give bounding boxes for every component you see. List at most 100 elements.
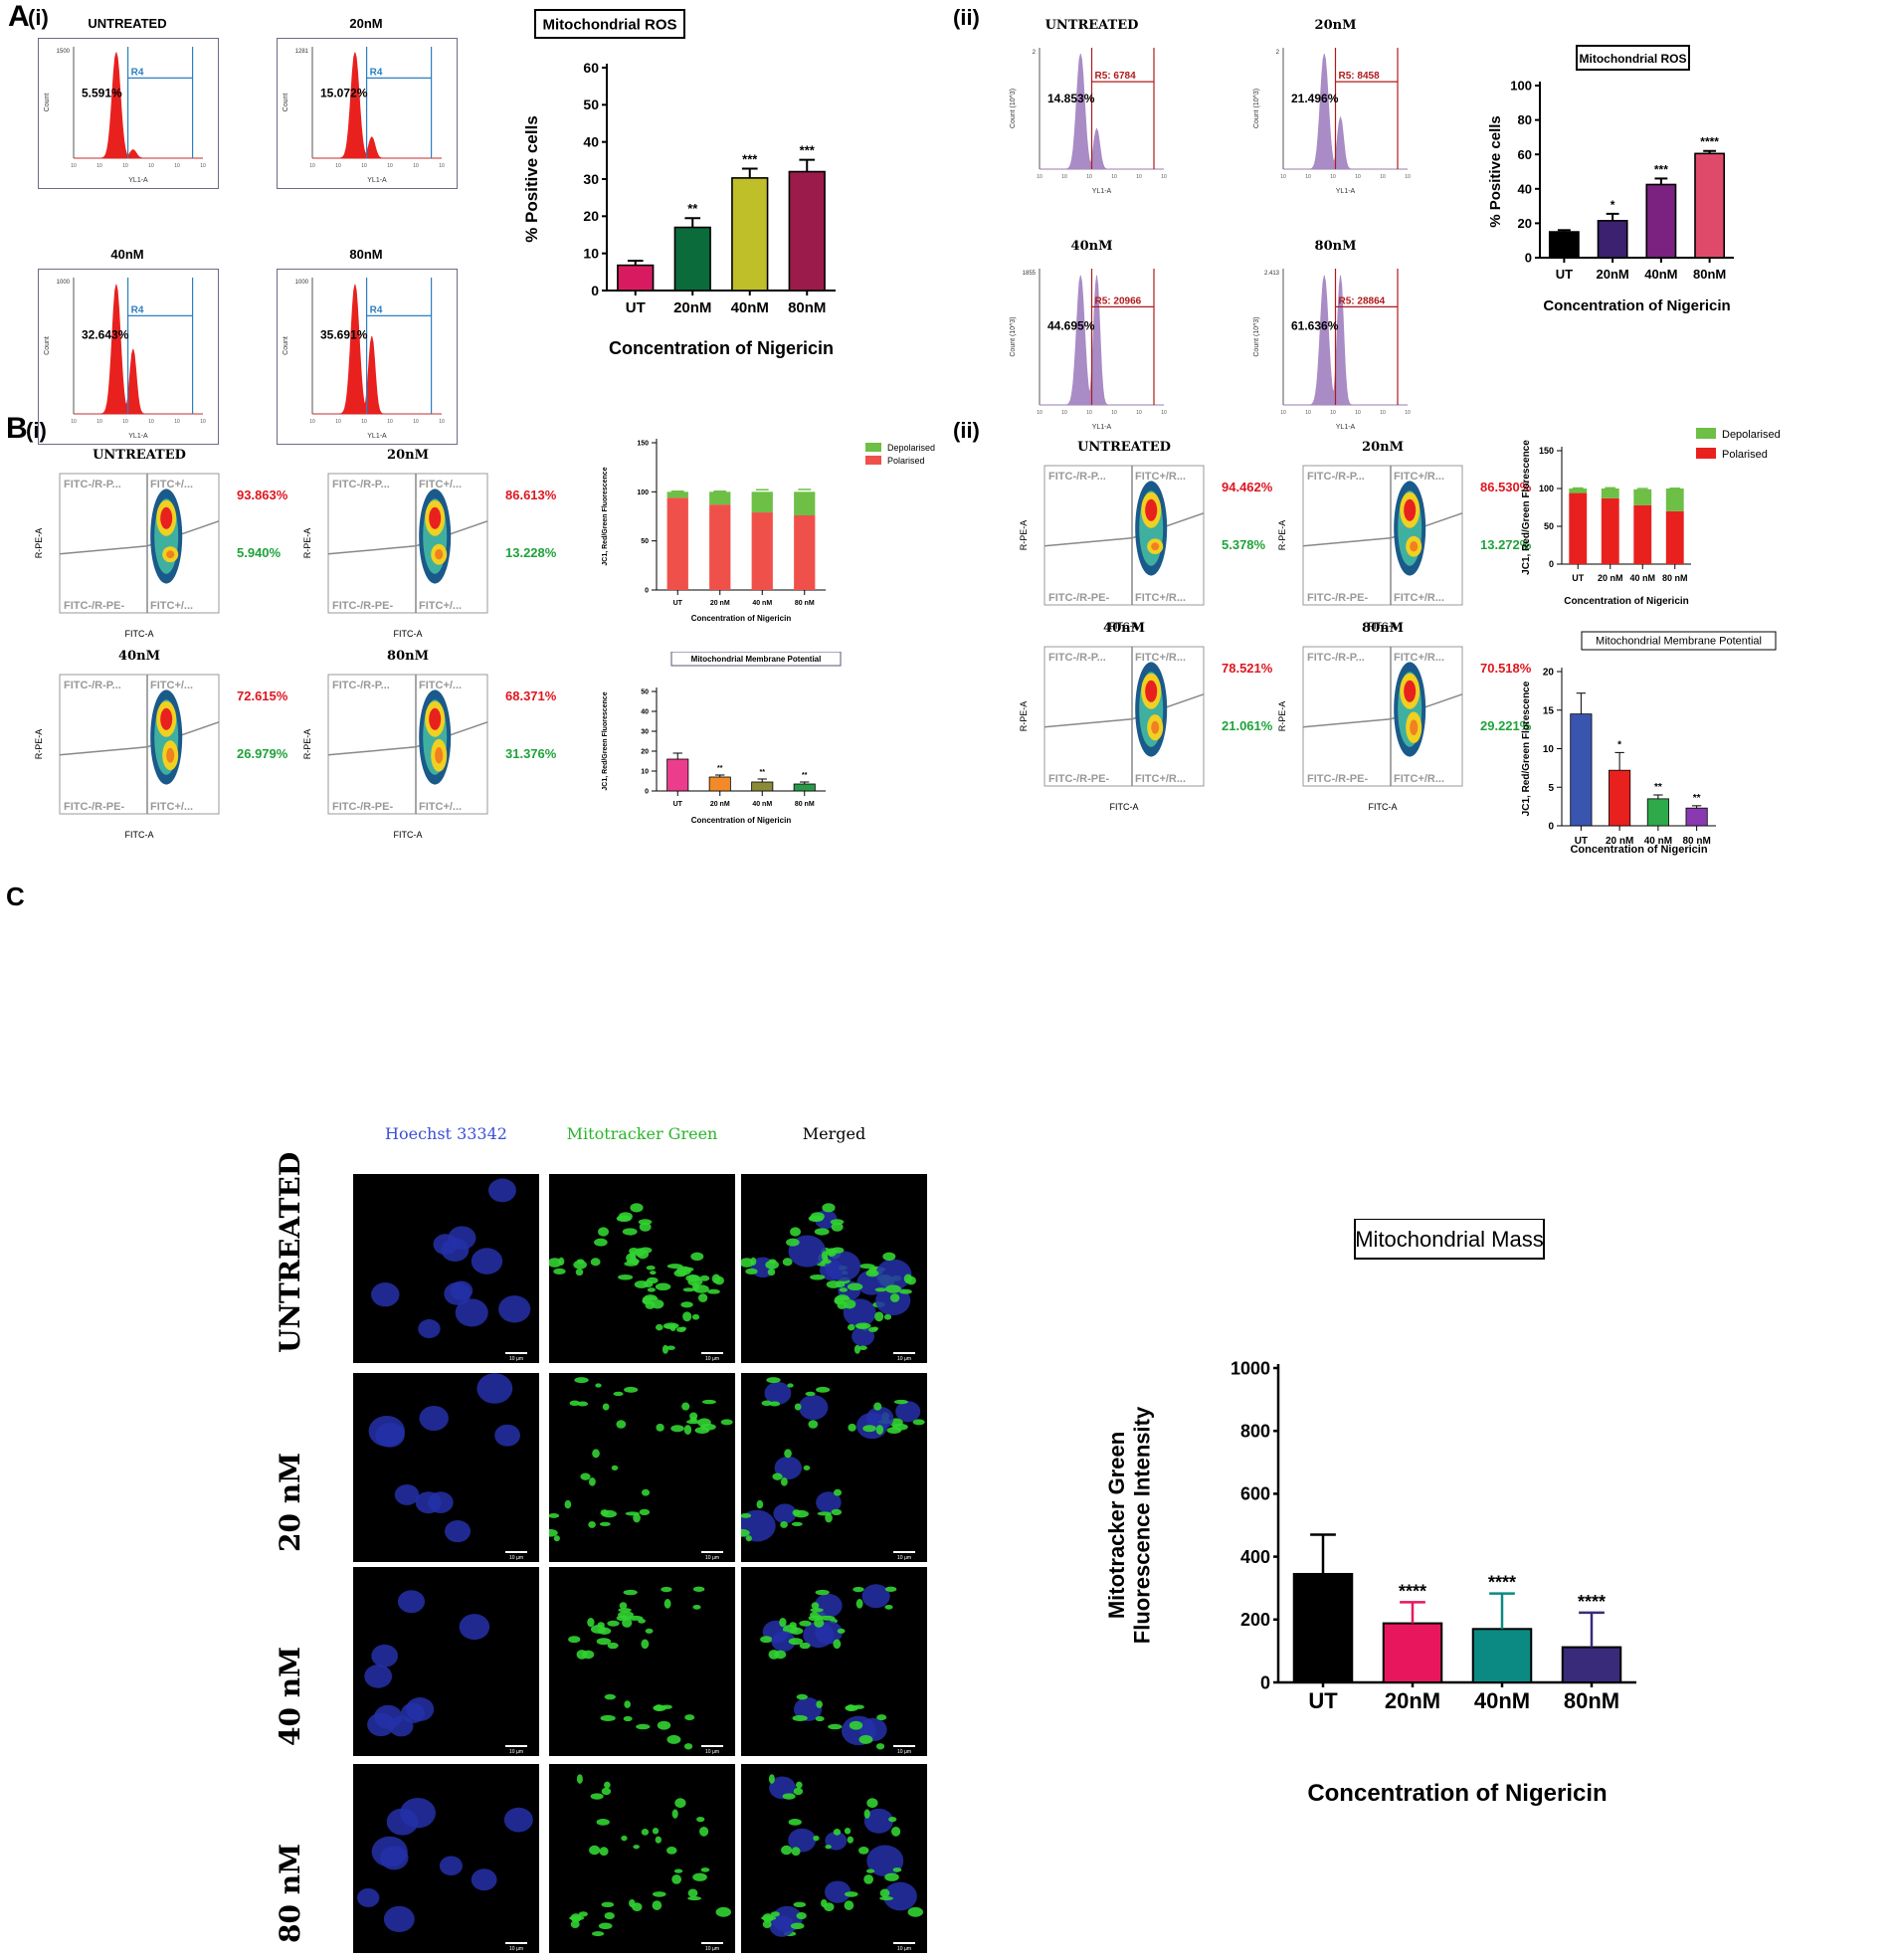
mitochondria <box>681 1402 690 1411</box>
x-tick-label: 10 <box>1161 174 1167 180</box>
mitochondria <box>766 1377 781 1384</box>
quadrant-line <box>1302 537 1392 547</box>
mitochondria <box>645 1628 654 1634</box>
depolarised-percentage: 5.378% <box>1222 537 1266 552</box>
scatter-density <box>429 506 442 529</box>
y-tick-label: 150 <box>637 440 649 447</box>
mitochondria <box>666 1847 677 1855</box>
x-tick-label: UT <box>626 299 646 316</box>
mitochondria <box>799 1642 811 1650</box>
mitochondria <box>687 1274 699 1281</box>
y-tick-label: 100 <box>1539 484 1554 493</box>
quadrant-label: FITC+/... <box>150 600 193 612</box>
nucleus <box>895 1401 921 1423</box>
y-tick-label: 1000 <box>57 280 71 286</box>
y-tick-label: 50 <box>1544 521 1554 531</box>
mitochondria <box>692 1604 701 1610</box>
scatter-cloud <box>1394 662 1426 757</box>
quadrant-label: FITC-/R-PE- <box>1048 773 1109 785</box>
mitochondria <box>590 1258 601 1267</box>
histogram-panel: 2 Count (10^3) YL1-A 10 10 10 10 10 10 R5: 678414… <box>1010 48 1167 195</box>
mitochondria <box>569 1400 580 1406</box>
x-tick-label: 10 <box>1136 174 1142 180</box>
mitochondria <box>816 1700 823 1708</box>
mitochondria <box>789 1622 797 1629</box>
mitochondria <box>791 1847 801 1857</box>
quadrant-label: FITC+/R... <box>1135 652 1186 664</box>
y-tick-label: 0 <box>1525 251 1532 266</box>
dotplot-title: UNTREATED <box>1077 440 1171 455</box>
chart-a-i-mitochondrial-ros: Mitochondrial ROS 0 10 20 30 40 50 60 UT ** 20nM **… <box>522 9 836 358</box>
y-tick-label: 1500 <box>57 49 71 55</box>
nucleus <box>418 1319 441 1339</box>
scale-bar-label: 10 µm <box>897 1946 911 1952</box>
significance-label: **** <box>1488 1573 1516 1593</box>
mitochondria <box>588 1520 596 1528</box>
mitochondria <box>577 1401 589 1407</box>
mitochondria <box>855 1599 863 1609</box>
mitochondria <box>670 1425 684 1433</box>
histogram-curve <box>312 284 442 415</box>
y-tick-label: 1281 <box>295 49 309 55</box>
y-tick-label: 0 <box>1260 1672 1270 1692</box>
chart-b-i-stacked: 0 50 100 150 UT 20 nM 40 nM 80 nM JC1, Red/Green… <box>602 439 935 623</box>
mitochondria <box>889 1293 900 1302</box>
mitochondria <box>741 1512 752 1518</box>
mitochondria <box>834 1488 843 1496</box>
scale-bar-label: 10 µm <box>705 1946 719 1952</box>
dotplot-panel: FITC-/R-P... FITC+/R... FITC-/R-PE- FITC+/R… <box>1019 646 1273 812</box>
mitochondria <box>715 1906 732 1917</box>
mitochondria <box>788 1819 802 1826</box>
microscopy-image: 10 µm <box>549 1764 735 1953</box>
x-tick-label: 10 <box>1330 174 1336 180</box>
chart-c-mitochondrial-mass: Mitochondrial Mass 0 200 400 600 800 1000 UT ***… <box>1104 1219 1636 1807</box>
quadrant-label: FITC+/R... <box>1135 592 1186 604</box>
quadrant-label: FITC-/R-P... <box>64 680 121 691</box>
mitochondria <box>780 1520 788 1528</box>
mitochondria <box>816 1386 831 1393</box>
bar <box>617 264 655 292</box>
x-axis-label: Concentration of Nigericin <box>1564 596 1689 607</box>
x-tick-label: 10 <box>200 163 206 169</box>
x-tick-label: UT <box>1308 1688 1338 1713</box>
significance-label: * <box>1611 198 1615 212</box>
bar <box>1597 220 1628 259</box>
mitochondria <box>696 1816 705 1823</box>
mitochondria <box>604 1693 616 1700</box>
bar <box>793 783 816 792</box>
x-axis-label: FITC-A <box>125 830 154 840</box>
scatter-cloud <box>1135 662 1168 757</box>
dotplot-panel: FITC-/R-P... FITC+/... FITC-/R-PE- FITC+/..… <box>34 674 288 840</box>
bar <box>751 781 774 792</box>
y-axis-label: Count <box>283 336 289 355</box>
x-tick-label: 10 <box>1161 410 1167 416</box>
mitochondria <box>691 1313 700 1320</box>
scatter-density <box>1410 719 1419 736</box>
gate-label: R5: 8458 <box>1339 71 1381 82</box>
microscopy-row-label: 20 nM <box>274 1452 306 1552</box>
x-tick-label: 20 nM <box>710 801 730 808</box>
y-tick-label: 10 <box>641 768 649 775</box>
scale-bar-label: 10 µm <box>705 1555 719 1561</box>
x-tick-label: 40nM <box>1474 1688 1530 1713</box>
quadrant-label: FITC+/R... <box>1394 471 1444 483</box>
mitochondria <box>907 1906 924 1917</box>
percentage-label: 61.636% <box>1291 319 1339 333</box>
mitochondria <box>853 1344 860 1354</box>
y-axis-label: Count (10^3) <box>1010 316 1017 356</box>
quadrant-line <box>1302 718 1392 728</box>
mitochondria <box>549 1512 560 1518</box>
histogram-title: 40nM <box>110 247 144 262</box>
x-tick-label: 10 <box>439 163 445 169</box>
quadrant-label: FITC+/... <box>419 801 462 813</box>
microscopy-image: 10 µm <box>549 1174 735 1363</box>
scale-bar-label: 10 µm <box>897 1555 911 1561</box>
mitochondria <box>833 1828 842 1836</box>
scatter-density <box>1145 680 1158 702</box>
x-tick-label: 20 nM <box>1598 573 1623 583</box>
significance-label: **** <box>1700 135 1719 149</box>
depolarised-percentage: 31.376% <box>505 746 557 761</box>
mitochondria <box>866 1798 878 1809</box>
scatter-density <box>1151 720 1160 734</box>
y-tick-label: 100 <box>637 490 649 496</box>
